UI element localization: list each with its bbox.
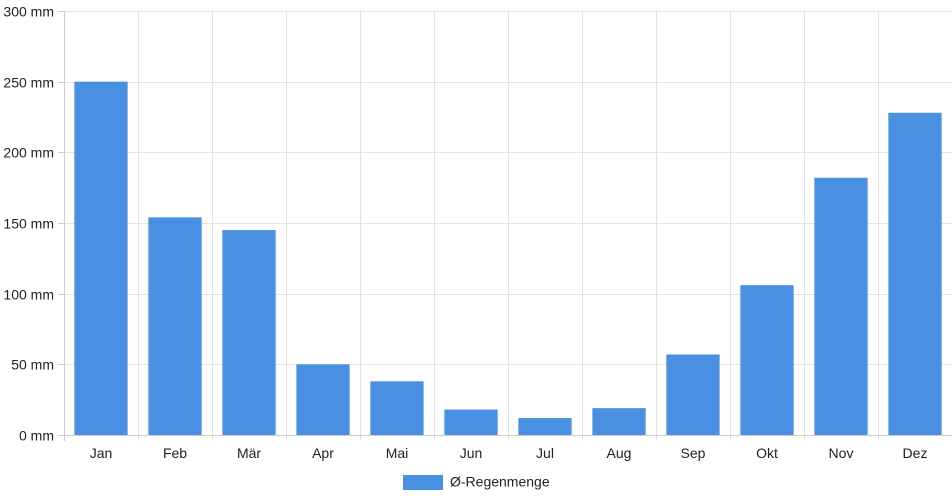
bar-jan xyxy=(74,81,128,436)
y-tick-label: 200 mm xyxy=(3,145,54,161)
x-axis-ticks: Jan Feb Mär Apr Mai Jun Jul Aug Sep Okt Nov Dez xyxy=(90,445,928,461)
legend-swatch xyxy=(403,475,443,490)
y-tick-label: 50 mm xyxy=(11,357,54,373)
x-tick-label: Dez xyxy=(903,445,928,461)
bar-aug xyxy=(592,408,646,435)
x-tick-label: Mär xyxy=(237,445,261,461)
x-tick-label: Jan xyxy=(90,445,113,461)
bar-jun xyxy=(444,409,498,435)
bar-jul xyxy=(518,418,572,435)
x-tick-label: Mai xyxy=(386,445,409,461)
bar-mai xyxy=(370,381,424,435)
legend-label: Ø-Regenmenge xyxy=(450,474,550,490)
y-axis-ticks: 0 mm 50 mm 100 mm 150 mm 200 mm 250 mm 300 mm xyxy=(3,4,54,444)
bar-sep xyxy=(666,354,720,435)
y-tick-label: 250 mm xyxy=(3,75,54,91)
x-tick-label: Nov xyxy=(829,445,854,461)
y-tick-label: 100 mm xyxy=(3,287,54,303)
x-tick-label: Apr xyxy=(312,445,334,461)
x-tick-label: Jul xyxy=(536,445,554,461)
y-tick-label: 150 mm xyxy=(3,216,54,232)
bar-apr xyxy=(296,364,350,435)
x-tick-label: Aug xyxy=(607,445,632,461)
bar-feb xyxy=(148,217,202,435)
x-tick-label: Jun xyxy=(460,445,483,461)
y-tick-label: 0 mm xyxy=(19,428,54,444)
y-tick-label: 300 mm xyxy=(3,4,54,20)
grid-lines xyxy=(58,11,952,441)
legend: Ø-Regenmenge xyxy=(403,474,550,490)
bar-mär xyxy=(222,230,276,435)
x-tick-label: Feb xyxy=(163,445,187,461)
x-tick-label: Sep xyxy=(681,445,706,461)
bar-series xyxy=(64,81,952,436)
bar-okt xyxy=(740,285,794,435)
bar-dez xyxy=(888,112,942,435)
bar-nov xyxy=(814,177,868,436)
x-tick-label: Okt xyxy=(756,445,778,461)
